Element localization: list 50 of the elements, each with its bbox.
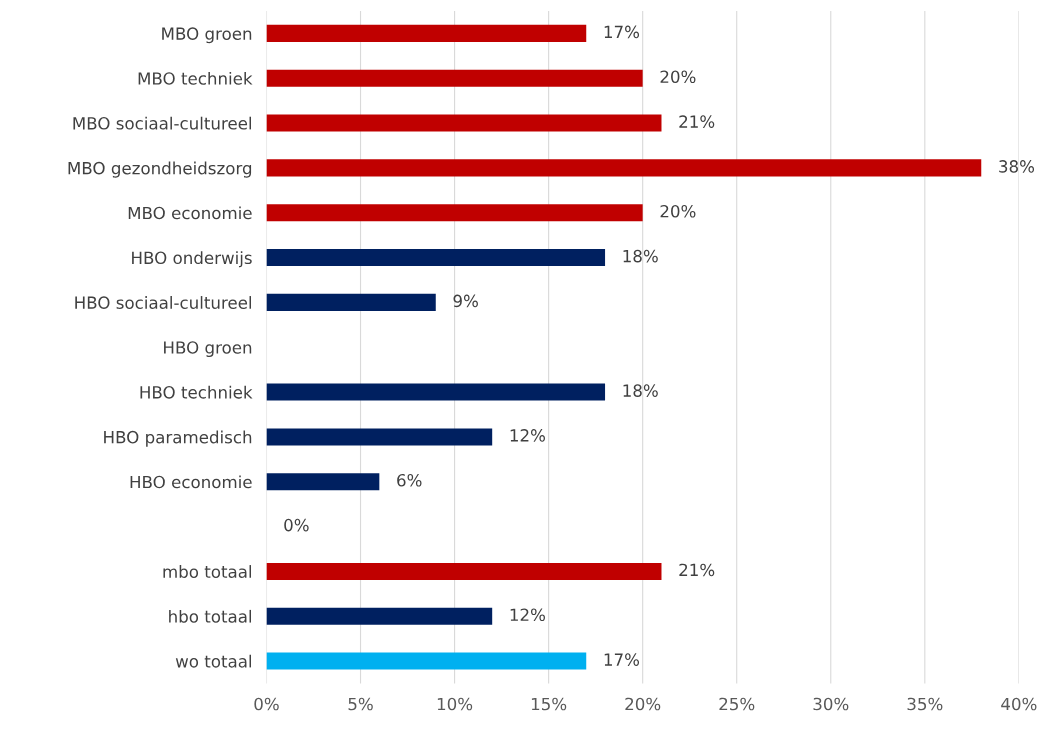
bar: [266, 69, 643, 87]
y-tick-label: HBO techniek: [140, 385, 253, 399]
data-label: 6%: [397, 473, 422, 487]
data-label: 12%: [510, 429, 545, 442]
data-label: 38%: [999, 160, 1035, 173]
bar: [266, 24, 587, 42]
x-tick-label: 35%: [907, 697, 943, 711]
y-tick-label: MBO economie: [128, 206, 252, 220]
bar: [266, 383, 606, 401]
x-tick-label: 25%: [719, 697, 755, 711]
bar: [266, 473, 380, 491]
bar: [266, 159, 982, 177]
data-label: 21%: [679, 563, 715, 577]
bar: [266, 652, 587, 670]
data-label: 9%: [453, 294, 478, 308]
bar: [266, 114, 662, 132]
y-tick-label: MBO groen: [162, 27, 252, 44]
x-tick-label: 10%: [437, 697, 473, 711]
x-tick-label: 40%: [1001, 697, 1037, 711]
bar: [266, 562, 662, 580]
data-label: 18%: [623, 384, 658, 397]
y-tick-label: HBO groen: [164, 341, 252, 358]
y-tick-label: wo totaal: [175, 654, 252, 668]
x-tick-label: 15%: [531, 697, 567, 711]
x-tick-label: 0%: [254, 697, 279, 711]
data-label: 17%: [604, 25, 640, 39]
y-tick-label: MBO techniek: [138, 71, 253, 85]
y-tick-label: mbo totaal: [163, 565, 252, 578]
data-label: 17%: [604, 653, 640, 666]
bar: [266, 428, 493, 446]
x-tick-label: 30%: [813, 697, 849, 711]
y-tick-label: hbo totaal: [169, 609, 252, 623]
y-tick-label: HBO sociaal-cultureel: [75, 296, 252, 309]
x-tick-label: 20%: [625, 697, 661, 711]
y-tick-label: MBO gezondheidszorg: [68, 161, 252, 178]
y-tick-label: MBO sociaal-cultureel: [73, 116, 252, 130]
data-label: 18%: [623, 249, 658, 263]
bar: [266, 293, 436, 311]
data-label: 20%: [660, 204, 696, 218]
data-label: 0%: [284, 518, 309, 532]
y-tick-label: HBO economie: [130, 475, 252, 489]
data-label: 21%: [679, 115, 715, 128]
x-tick-label: 5%: [348, 697, 373, 711]
bar: [266, 607, 493, 625]
y-tick-label: HBO onderwijs: [132, 251, 252, 268]
bar: [266, 204, 643, 222]
data-label: 20%: [660, 70, 696, 84]
data-label: 12%: [510, 608, 545, 622]
y-tick-label: HBO paramedisch: [104, 430, 252, 447]
bar: [266, 249, 606, 267]
